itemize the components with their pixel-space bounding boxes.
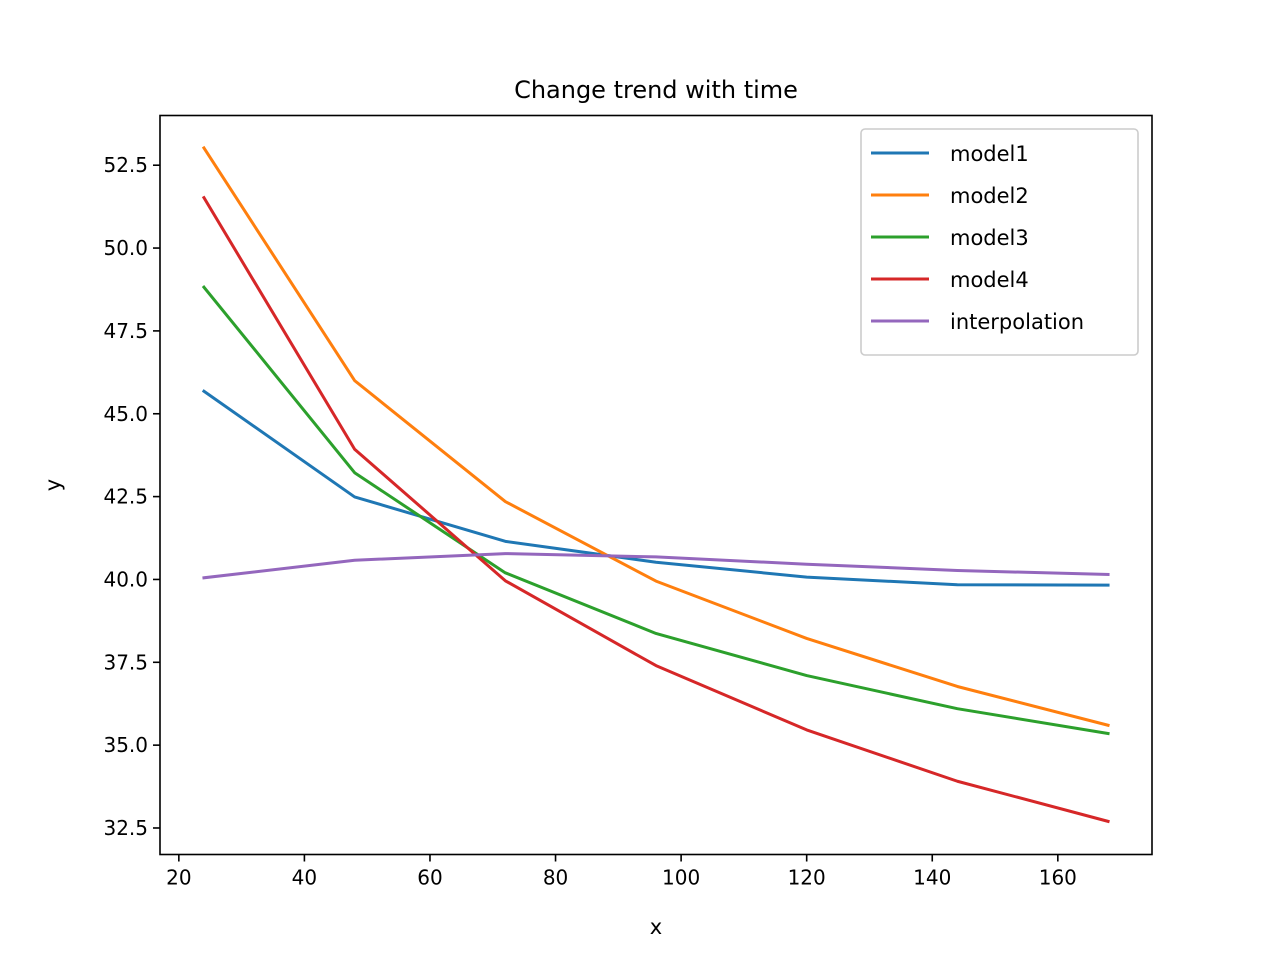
y-axis: 32.5 35.0 37.5 40.0 42.5 45.0 47.5 50.0 52.5 bbox=[103, 153, 160, 840]
y-axis-label: y bbox=[41, 479, 65, 491]
legend-label-interpolation: interpolation bbox=[950, 310, 1084, 334]
y-tick-label: 32.5 bbox=[103, 816, 148, 840]
legend-label-model2: model2 bbox=[950, 184, 1029, 208]
x-tick-label: 80 bbox=[543, 866, 568, 890]
y-tick-label: 45.0 bbox=[103, 402, 148, 426]
legend-label-model4: model4 bbox=[950, 268, 1029, 292]
x-tick-label: 120 bbox=[788, 866, 826, 890]
y-tick-label: 50.0 bbox=[103, 236, 148, 260]
y-tick-label: 52.5 bbox=[103, 153, 148, 177]
y-tick-label: 40.0 bbox=[103, 567, 148, 591]
legend-label-model1: model1 bbox=[950, 142, 1029, 166]
x-tick-label: 40 bbox=[292, 866, 317, 890]
series-line-model3 bbox=[201, 285, 1110, 736]
y-tick-label: 35.0 bbox=[103, 733, 148, 757]
legend: model1 model2 model3 model4 interpolation bbox=[860, 128, 1139, 356]
y-tick-label: 42.5 bbox=[103, 485, 148, 509]
y-tick-label: 37.5 bbox=[103, 650, 148, 674]
series-line-model4 bbox=[201, 195, 1110, 824]
plot-frame bbox=[159, 114, 1153, 856]
x-tick-label: 160 bbox=[1039, 866, 1077, 890]
x-tick-label: 100 bbox=[662, 866, 700, 890]
series-line-model1 bbox=[201, 389, 1110, 587]
legend-label-model3: model3 bbox=[950, 226, 1029, 250]
x-tick-label: 60 bbox=[417, 866, 442, 890]
series-line-interpolation bbox=[202, 552, 1110, 580]
chart-title: Change trend with time bbox=[514, 76, 798, 104]
x-tick-label: 20 bbox=[166, 866, 191, 890]
x-axis-label: x bbox=[650, 915, 662, 939]
x-axis: 20 40 60 80 100 120 140 160 bbox=[166, 854, 1077, 890]
x-tick-label: 140 bbox=[913, 866, 951, 890]
plot-area bbox=[201, 145, 1110, 824]
legend-box bbox=[860, 128, 1139, 356]
series-line-model2 bbox=[201, 145, 1110, 728]
y-tick-label: 47.5 bbox=[103, 319, 148, 343]
